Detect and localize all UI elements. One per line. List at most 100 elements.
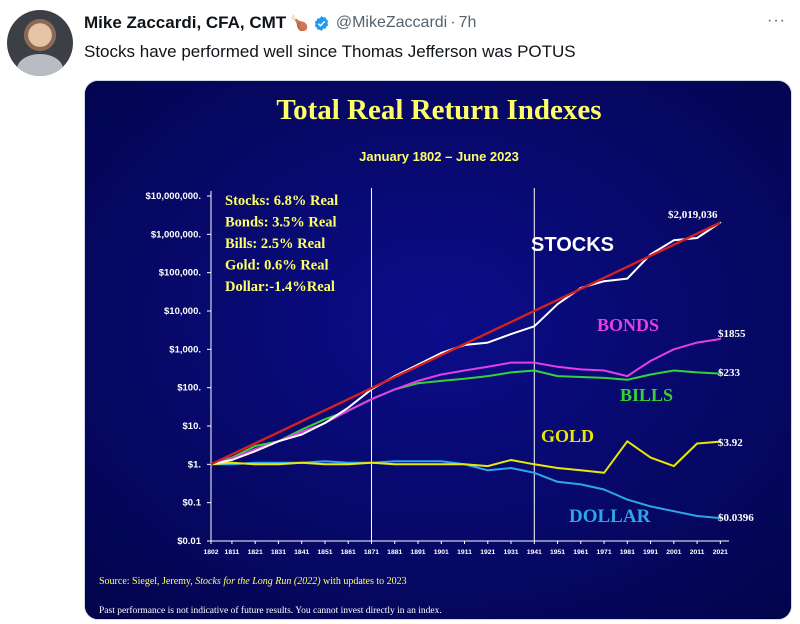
series-point-bonds — [486, 365, 489, 368]
series-point-bonds — [370, 398, 373, 401]
series-point-stocks — [603, 280, 605, 283]
source-book: Stocks for the Long Run (2022) — [195, 576, 321, 587]
x-tick-label: 1861 — [341, 549, 356, 556]
more-options-icon[interactable]: ··· — [767, 12, 786, 29]
series-point-dollar — [672, 510, 675, 513]
series-point-gold — [277, 463, 280, 466]
x-tick-label: 1841 — [294, 549, 309, 556]
series-point-bills — [463, 377, 466, 380]
x-tick-label: 2021 — [713, 549, 728, 556]
series-point-dollar — [231, 463, 233, 466]
series-point-bonds — [579, 368, 582, 371]
stat-line: Stocks: 6.8% Real — [225, 193, 338, 209]
x-tick-label: 1802 — [203, 549, 218, 556]
avatar-shoulders — [17, 54, 63, 76]
x-tick-label: 2001 — [666, 549, 681, 556]
verified-badge-icon — [314, 15, 329, 31]
series-point-dollar — [533, 471, 536, 474]
series-point-dollar — [417, 460, 419, 463]
series-point-bills — [626, 378, 629, 381]
chart-labels: STOCKS $2,019,036 BONDS $1855 BILLS $233 GOLD $… — [531, 209, 754, 527]
series-point-bills — [649, 373, 652, 376]
series-point-gold — [556, 467, 559, 469]
end-value-gold: $3.92 — [718, 437, 743, 449]
series-point-bonds — [626, 375, 629, 378]
series-point-bonds — [533, 361, 536, 364]
series-point-gold — [533, 463, 536, 466]
x-tick-label: 1821 — [248, 549, 263, 556]
series-point-bills — [324, 418, 326, 421]
series-point-bonds — [254, 448, 257, 450]
series-point-gold — [417, 463, 419, 466]
x-tick-label: 1971 — [596, 549, 611, 556]
series-point-stocks — [300, 433, 303, 436]
series-point-bonds — [696, 341, 698, 344]
series-point-dollar — [603, 488, 605, 491]
author-name[interactable]: Mike Zaccardi, CFA, CMT — [84, 13, 287, 32]
series-point-gold — [463, 463, 466, 466]
series-point-dollar — [347, 461, 350, 464]
end-value-stocks: $2,019,036 — [668, 209, 718, 221]
end-value-bonds: $1855 — [718, 328, 746, 340]
series-point-bills — [417, 382, 419, 385]
stat-line: Bonds: 3.5% Real — [225, 215, 337, 231]
end-value-bills: $233 — [718, 367, 741, 379]
source-note: Source: Siegel, Jeremy, Stocks for the L… — [99, 576, 407, 587]
tweet-header: Mike Zaccardi, CFA, CMT 🍗 @MikeZaccardi … — [84, 12, 476, 34]
series-point-stocks — [626, 277, 629, 280]
series-point-stocks — [254, 450, 257, 453]
chart-subtitle: January 1802 – June 2023 — [359, 149, 519, 164]
end-value-dollar: $0.0396 — [718, 512, 754, 524]
x-tick-label: 2011 — [690, 549, 705, 556]
series-point-gold — [440, 463, 443, 466]
series-point-gold — [324, 463, 326, 466]
author-handle[interactable]: @MikeZaccardi — [335, 14, 448, 31]
series-point-stocks — [324, 422, 326, 424]
series-point-dollar — [324, 460, 326, 463]
y-tick-label: $10,000,000. — [146, 191, 201, 202]
series-point-gold — [393, 463, 396, 466]
series-label-bonds: BONDS — [597, 315, 659, 335]
series-point-bills — [510, 371, 512, 374]
series-point-bonds — [719, 338, 722, 340]
series-point-stocks — [486, 341, 489, 344]
stocks-trend-line — [210, 221, 721, 466]
x-tick-label: 1921 — [480, 549, 495, 556]
tweet-timestamp[interactable]: 7h — [458, 14, 477, 31]
series-point-dollar — [440, 460, 443, 463]
series-point-gold — [579, 469, 582, 472]
series-point-bills — [603, 376, 605, 379]
x-tick-label: 1851 — [317, 549, 332, 556]
y-tick-label: $100. — [177, 383, 201, 394]
series-point-bonds — [463, 369, 466, 372]
stat-line: Dollar:-1.4%Real — [225, 279, 335, 295]
x-tick-label: 1911 — [457, 549, 472, 556]
x-tick-label: 1901 — [434, 549, 449, 556]
series-point-bonds — [603, 369, 605, 372]
series-point-bonds — [417, 380, 419, 382]
series-point-gold — [626, 440, 629, 443]
x-tick-label: 1961 — [573, 549, 588, 556]
series-point-gold — [231, 461, 233, 464]
series-point-dollar — [393, 460, 396, 463]
y-tick-label: $0.01 — [177, 536, 201, 547]
avatar[interactable] — [7, 10, 73, 76]
x-tick-label: 1871 — [364, 549, 379, 556]
series-point-dollar — [510, 467, 512, 469]
series-point-stocks — [696, 237, 698, 239]
x-tick-label: 1991 — [643, 549, 658, 556]
series-point-bills — [486, 375, 489, 378]
series-point-stocks — [533, 325, 536, 328]
series-point-gold — [696, 442, 698, 445]
series-point-bills — [556, 375, 559, 378]
stat-line: Bills: 2.5% Real — [225, 236, 325, 252]
series-point-dollar — [626, 498, 629, 501]
tweet-media-image[interactable]: Total Real Return Indexes January 1802 –… — [84, 80, 792, 620]
series-point-bills — [719, 372, 722, 375]
series-point-stocks — [510, 333, 512, 335]
y-tick-label: $0.1 — [183, 498, 202, 509]
series-point-gold — [347, 463, 350, 466]
series-point-bills — [579, 376, 582, 378]
series-point-dollar — [649, 505, 652, 508]
x-tick-label: 1981 — [620, 549, 635, 556]
